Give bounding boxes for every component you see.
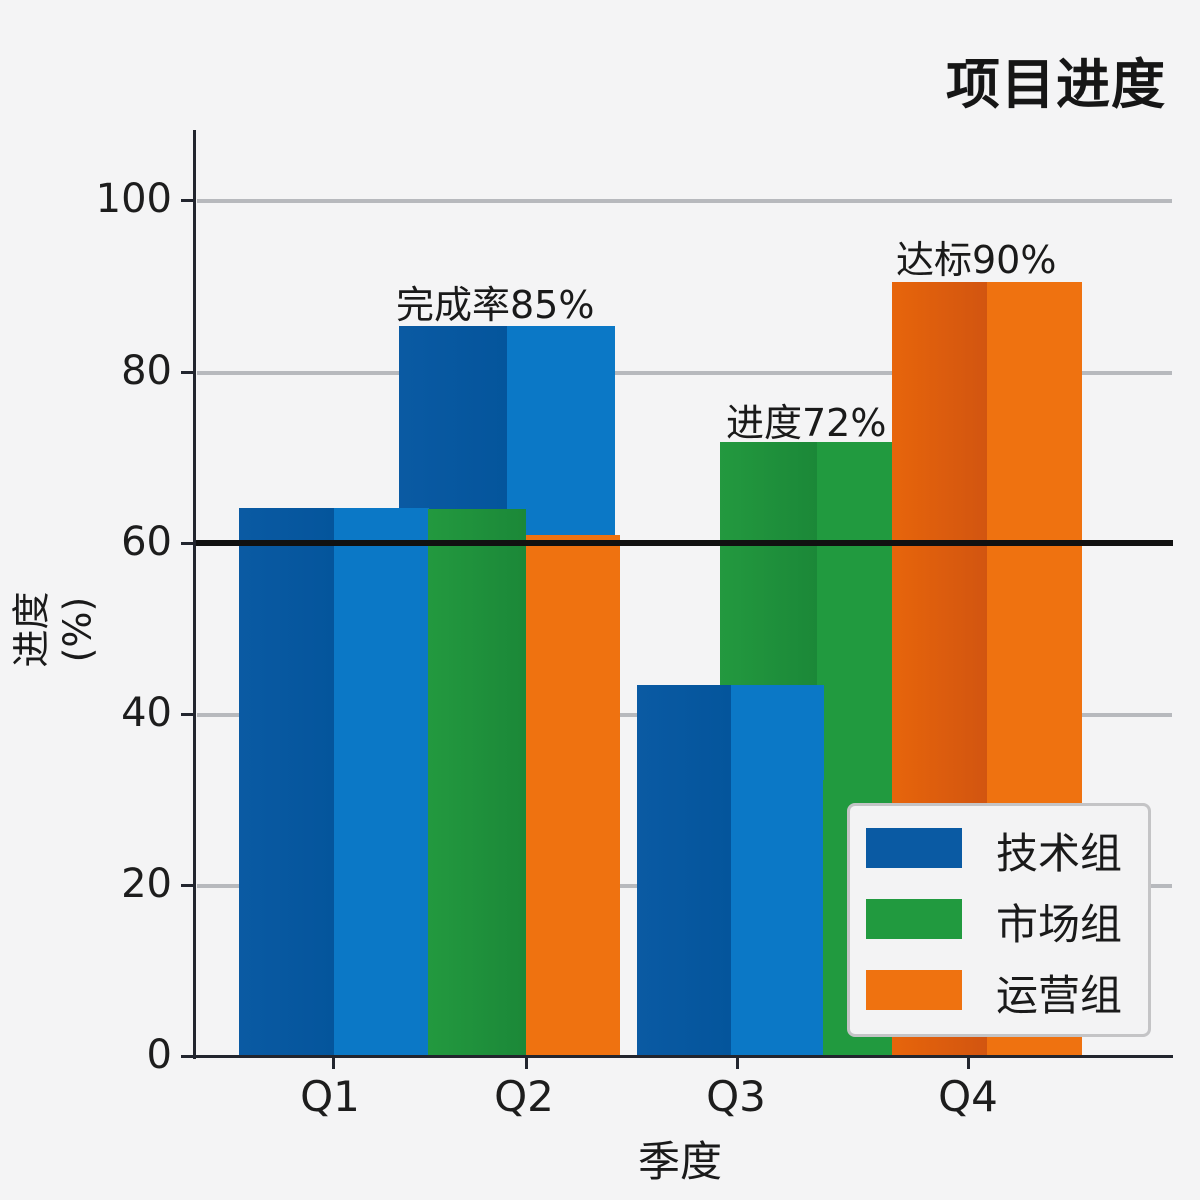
y-tick-label: 60 bbox=[121, 519, 172, 565]
bar-q1-tech bbox=[239, 508, 429, 1057]
reference-line-60 bbox=[193, 540, 1173, 546]
legend-item-tech: 技术组 bbox=[866, 820, 1136, 878]
legend-swatch-ops bbox=[866, 970, 962, 1010]
y-tick-label: 100 bbox=[95, 176, 172, 222]
x-tick-q4 bbox=[967, 1057, 970, 1069]
y-tick-60 bbox=[181, 542, 195, 545]
bar-q3-tech bbox=[637, 685, 824, 1057]
y-tick-label: 40 bbox=[121, 690, 172, 736]
y-tick-100 bbox=[181, 199, 195, 202]
gridline-80 bbox=[197, 371, 1172, 375]
legend-label: 市场组 bbox=[996, 900, 1123, 949]
bar-q2-ops bbox=[526, 535, 620, 1057]
x-tick-q2 bbox=[525, 1057, 528, 1069]
y-tick-80 bbox=[181, 371, 195, 374]
bar-q1-market bbox=[428, 509, 526, 1057]
legend-swatch-tech bbox=[866, 828, 962, 868]
x-axis-title: 季度 bbox=[637, 1137, 722, 1186]
legend-item-ops: 运营组 bbox=[866, 962, 1136, 1020]
legend: 技术组 市场组 运营组 bbox=[847, 803, 1151, 1037]
y-tick-label: 80 bbox=[121, 348, 172, 394]
x-tick-q3 bbox=[736, 1057, 739, 1069]
y-tick-20 bbox=[181, 884, 195, 887]
y-axis bbox=[193, 130, 196, 1059]
annotation-q2: 完成率85% bbox=[396, 283, 595, 327]
legend-swatch-market bbox=[866, 899, 962, 939]
y-tick-label: 20 bbox=[121, 861, 172, 907]
y-axis-title: 进度(%) bbox=[9, 591, 100, 668]
x-tick-q1 bbox=[332, 1057, 335, 1069]
y-tick-label: 0 bbox=[146, 1032, 172, 1078]
annotation-q4: 达标90% bbox=[896, 238, 1057, 282]
y-tick-0 bbox=[181, 1055, 195, 1058]
gridline-100 bbox=[197, 199, 1172, 203]
legend-label: 技术组 bbox=[996, 829, 1123, 878]
annotation-q3: 进度72% bbox=[726, 401, 887, 445]
x-axis bbox=[193, 1055, 1173, 1058]
legend-item-market: 市场组 bbox=[866, 891, 1136, 949]
legend-label: 运营组 bbox=[996, 971, 1123, 1020]
chart-title: 项目进度 bbox=[946, 53, 1166, 116]
y-tick-40 bbox=[181, 713, 195, 716]
x-tick-label: Q1 bbox=[300, 1072, 360, 1121]
bar-q3-market-strip bbox=[823, 780, 848, 1057]
x-tick-label: Q2 bbox=[494, 1072, 554, 1121]
x-tick-label: Q3 bbox=[706, 1072, 766, 1121]
x-tick-label: Q4 bbox=[938, 1072, 998, 1121]
